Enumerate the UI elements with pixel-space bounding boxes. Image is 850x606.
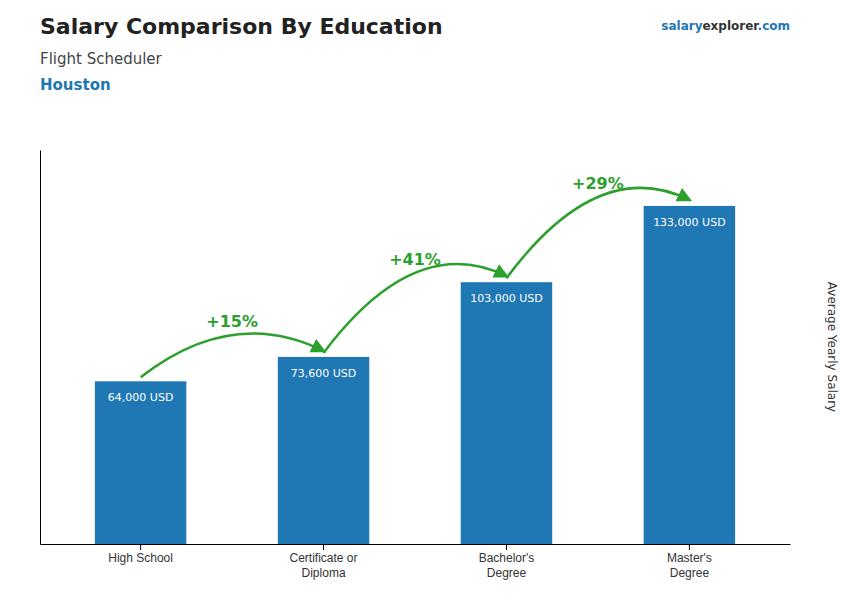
- x-axis-line: [41, 544, 791, 545]
- x-tick-label-line: High School: [108, 551, 173, 565]
- x-tick-label-line: Diploma: [302, 566, 346, 580]
- change-arrow: [506, 188, 689, 278]
- bar: [278, 357, 369, 544]
- x-tick-label: Certificate orDiploma: [290, 551, 358, 580]
- data-label: 133,000 USD: [653, 216, 726, 229]
- x-tick: Bachelor'sDegree: [479, 544, 535, 580]
- x-tick-label: Bachelor'sDegree: [479, 551, 535, 580]
- bar: [461, 282, 552, 544]
- x-tick-label: High School: [108, 551, 173, 565]
- x-tick: High School: [108, 544, 173, 565]
- bar: [95, 381, 186, 544]
- plot: High School Certificate orDiploma Bachelor…: [41, 151, 791, 580]
- change-label: +29%: [572, 174, 624, 193]
- x-tick-label-line: Certificate or: [290, 551, 358, 565]
- brand-part: salary: [661, 19, 702, 33]
- x-tick-label-line: Bachelor's: [479, 551, 535, 565]
- bars: [95, 206, 735, 544]
- x-tick-mark: [689, 544, 690, 550]
- change-arrow: [324, 264, 507, 353]
- subtitle: Flight Scheduler: [40, 50, 163, 68]
- y-axis-title: Average Yearly Salary: [825, 282, 839, 412]
- x-axis: High School Certificate orDiploma Bachelor…: [41, 544, 791, 580]
- data-label: 64,000 USD: [108, 391, 174, 404]
- brand: salaryexplorer.com: [661, 19, 790, 33]
- x-tick-mark: [323, 544, 324, 550]
- change-arrow: [141, 334, 324, 378]
- change-annotations: +15% +41% +29%: [141, 174, 690, 377]
- x-tick: Master'sDegree: [667, 544, 712, 580]
- chart-container: Salary Comparison By Education Flight Sch…: [0, 0, 850, 606]
- x-tick-label-line: Master's: [667, 551, 712, 565]
- x-tick-label-line: Degree: [487, 566, 527, 580]
- title: Salary Comparison By Education: [40, 14, 443, 39]
- x-tick: Certificate orDiploma: [290, 544, 358, 580]
- bar: [644, 206, 735, 544]
- data-label: 73,600 USD: [291, 367, 357, 380]
- y-axis: [40, 151, 41, 545]
- change-label: +15%: [206, 312, 258, 331]
- x-tick-mark: [140, 544, 141, 550]
- location: Houston: [40, 76, 111, 94]
- y-axis-line: [40, 151, 41, 545]
- chart: Salary Comparison By Education Flight Sch…: [0, 0, 850, 606]
- brand-part: explorer: [702, 19, 759, 33]
- data-labels: 64,000 USD 73,600 USD 103,000 USD 133,000 U…: [108, 216, 726, 404]
- data-label: 103,000 USD: [470, 292, 543, 305]
- x-tick-label-line: Degree: [670, 566, 710, 580]
- header: Salary Comparison By Education Flight Sch…: [40, 14, 790, 94]
- x-tick-mark: [506, 544, 507, 550]
- change-label: +41%: [389, 250, 441, 269]
- brand-part: .com: [758, 19, 790, 33]
- x-tick-label: Master'sDegree: [667, 551, 712, 580]
